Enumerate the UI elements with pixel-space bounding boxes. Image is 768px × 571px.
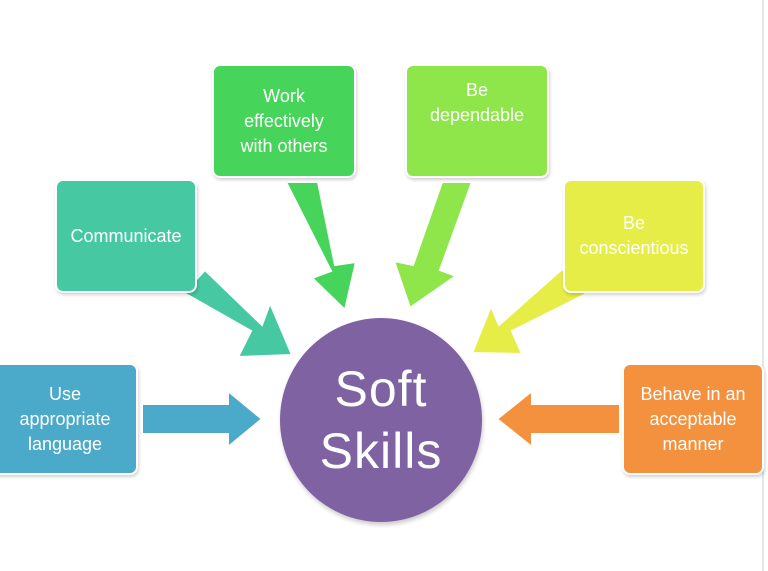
box-label: Work effectively with others xyxy=(240,85,328,156)
center-title-line1: Soft xyxy=(334,361,428,417)
arrow-use-appropriate-language xyxy=(141,388,264,450)
box-communicate: Communicate xyxy=(55,179,197,293)
box-label: Behave in an acceptable manner xyxy=(640,383,746,454)
box-label: Communicate xyxy=(70,225,182,246)
center-title-line2: Skills xyxy=(319,423,443,479)
box-be-dependable: Be dependable xyxy=(405,64,549,178)
arrow-be-conscientious xyxy=(470,267,588,356)
arrow-be-dependable xyxy=(392,181,474,310)
arrow-work-effectively xyxy=(284,181,358,312)
box-label: Use appropriate language xyxy=(19,383,111,454)
box-be-conscientious: Be conscientious xyxy=(563,179,705,293)
soft-skills-circle: Soft Skills xyxy=(280,318,482,522)
box-label: Be dependable xyxy=(429,80,525,125)
arrow-behave-acceptable xyxy=(495,388,621,450)
frame-border xyxy=(762,0,764,571)
box-behave-acceptable: Behave in an acceptable manner xyxy=(622,363,764,475)
box-work-effectively: Work effectively with others xyxy=(212,64,356,178)
box-label: Be conscientious xyxy=(579,213,689,258)
arrow-communicate xyxy=(182,268,294,359)
box-use-appropriate-language: Use appropriate language xyxy=(0,363,138,475)
